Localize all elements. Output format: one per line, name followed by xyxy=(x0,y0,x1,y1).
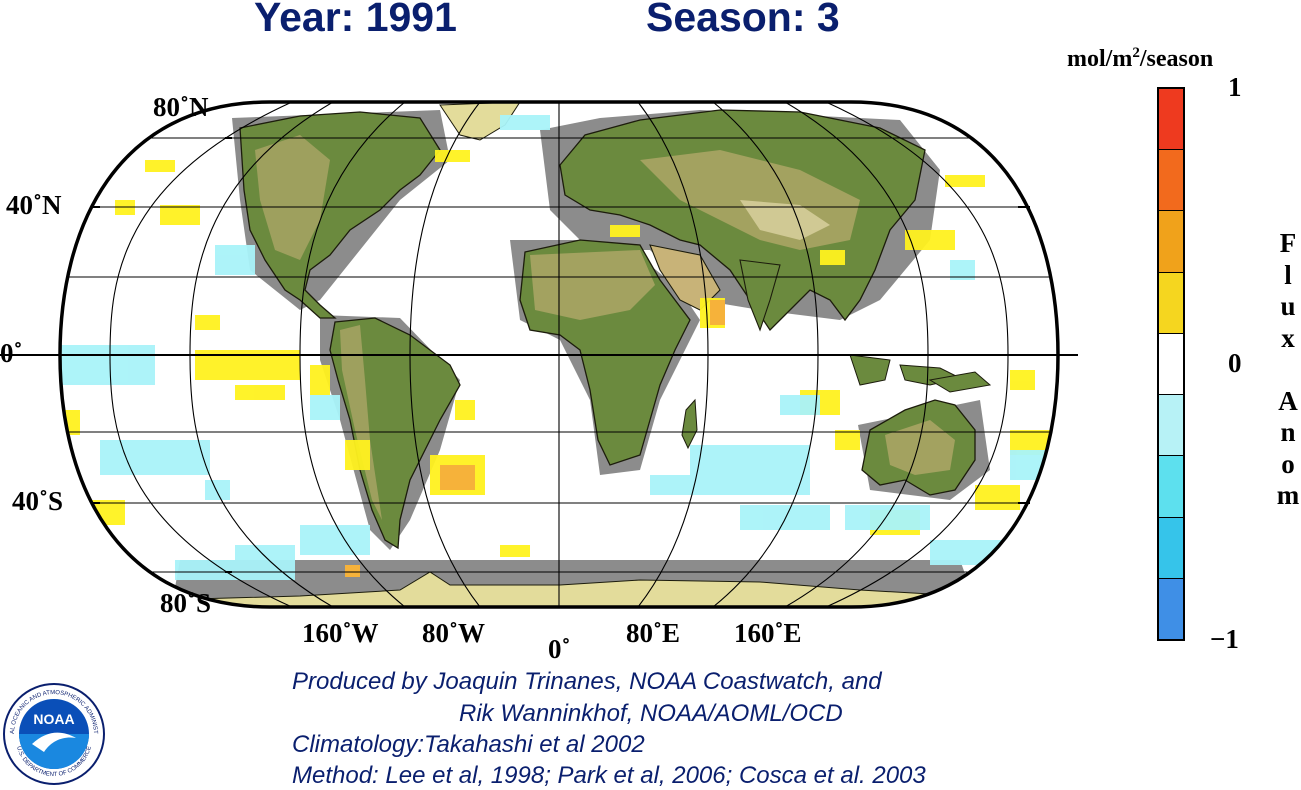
colorbar-segment xyxy=(1159,272,1183,334)
lat-label-80s: 80˚S xyxy=(160,588,212,618)
lat-label-40s: 40˚S xyxy=(12,486,64,516)
colorbar-segment xyxy=(1159,150,1183,212)
colorbar-segment xyxy=(1159,395,1183,457)
colorbar-title-flux-anom: F l u x A n o m xyxy=(1276,228,1300,510)
credit-line-4: Method: Lee et al, 1998; Park et al, 200… xyxy=(292,762,926,789)
lat-label-equator: 0˚ xyxy=(0,338,23,368)
year-title: Year: 1991 xyxy=(254,0,457,40)
svg-text:NOAA: NOAA xyxy=(33,711,74,727)
colorbar-unit-label: mol/m2/season xyxy=(1067,45,1214,72)
lon-label-160e: 160˚E xyxy=(734,618,802,648)
credit-line-2: Rik Wanninkhof, NOAA/AOML/OCD xyxy=(459,700,843,727)
strong-positive-patches xyxy=(345,300,725,577)
colorbar-max-label: 1 xyxy=(1228,72,1242,102)
colorbar-segment xyxy=(1159,211,1183,273)
credit-line-3: Climatology:Takahashi et al 2002 xyxy=(292,731,645,758)
axis-ticks xyxy=(0,137,1078,573)
lat-label-40n: 40˚N xyxy=(6,190,62,220)
noaa-logo: NOAA NATIONAL OCEANIC AND ATMOSPHERIC AD… xyxy=(2,682,105,785)
lon-label-160w: 160˚W xyxy=(302,618,379,648)
colorbar-segment xyxy=(1159,517,1183,579)
season-title: Season: 3 xyxy=(646,0,840,40)
colorbar-mid-label: 0 xyxy=(1228,348,1242,378)
colorbar-segment xyxy=(1159,333,1183,396)
map-outline xyxy=(58,100,1060,609)
lon-label-0: 0˚ xyxy=(548,634,571,664)
colorbar-segment xyxy=(1159,456,1183,518)
lat-label-80n: 80˚N xyxy=(153,92,209,122)
colorbar-segment xyxy=(1159,89,1183,151)
credit-line-1: Produced by Joaquin Trinanes, NOAA Coast… xyxy=(292,668,882,695)
lon-label-80e: 80˚E xyxy=(626,618,680,648)
colorbar xyxy=(1157,87,1185,641)
lon-label-80w: 80˚W xyxy=(422,618,485,648)
colorbar-segment xyxy=(1159,578,1183,639)
colorbar-min-label: −1 xyxy=(1210,624,1239,654)
